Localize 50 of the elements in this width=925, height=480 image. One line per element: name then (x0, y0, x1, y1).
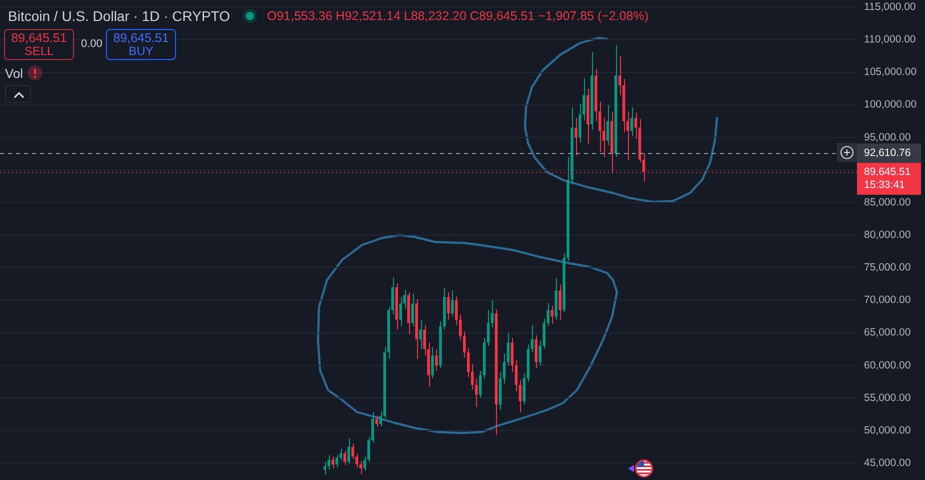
y-tick-label: 80,000.00 (864, 229, 911, 242)
buy-button[interactable]: 89,645.51 BUY (106, 29, 176, 60)
annotation: SELL (24, 44, 54, 58)
y-tick-label: 85,000.00 (864, 196, 911, 208)
ref-line-label: 89,645.51 15:33:41 (864, 166, 911, 192)
annotation: BUY (128, 44, 154, 58)
candlestick (534, 334, 538, 368)
candlestick (630, 106, 634, 137)
y-tick-label: 95,000.00 (864, 131, 911, 144)
candlestick (466, 348, 470, 378)
sell-button[interactable]: 89,645.51 SELL (4, 29, 74, 60)
candlestick (550, 304, 554, 324)
candlestick (343, 450, 346, 466)
candlestick (458, 314, 462, 342)
y-tick-label: 75,000.00 (864, 262, 911, 274)
candlestick (470, 364, 474, 390)
candlestick (419, 319, 422, 350)
y-tick-label: 65,000.00 (864, 326, 911, 339)
candlestick (455, 296, 458, 326)
annotation: 89,645.51 (113, 30, 169, 44)
candlestick (347, 438, 350, 464)
y-tick-label: 60,000.00 (864, 359, 911, 372)
y-tick-label: 115,000.00 (864, 1, 916, 14)
y-tick-label: 55,000.00 (864, 392, 911, 404)
text: O91,553.36 H92,521.14 L88,232.20 C89,645.51 −1,907.85 (−2.08%) (266, 8, 649, 22)
candlestick (606, 104, 610, 146)
y-tick-label: 50,000.00 (864, 424, 911, 436)
candlestick (447, 292, 450, 320)
candlestick (574, 117, 578, 156)
candlestick (399, 296, 402, 327)
candlestick (510, 338, 514, 372)
candlestick (462, 331, 466, 358)
y-tick-label: 70,000.00 (864, 294, 911, 306)
text: Bitcoin / U.S. Dollar · 1D · CRYPTO (8, 8, 230, 24)
y-tick-label: 45,000.00 (864, 456, 911, 469)
candlestick (323, 461, 326, 476)
candlestick (451, 290, 454, 318)
annotation: 89,645.51 (11, 30, 67, 44)
annotation: 0.00 (81, 38, 102, 50)
candlestick (411, 293, 414, 327)
candlestick (431, 346, 434, 379)
y-tick-label: 100,000.00 (864, 98, 917, 111)
y-tick-label: 105,000.00 (864, 66, 917, 78)
y-tick-label: 110,000.00 (864, 34, 916, 46)
candlestick (435, 348, 438, 372)
annotation: Vol (5, 66, 24, 81)
candlestick (502, 353, 506, 384)
candlestick (558, 284, 562, 320)
ref-line-label: 92,610.76 (864, 146, 911, 159)
collapse-button[interactable] (5, 85, 31, 103)
